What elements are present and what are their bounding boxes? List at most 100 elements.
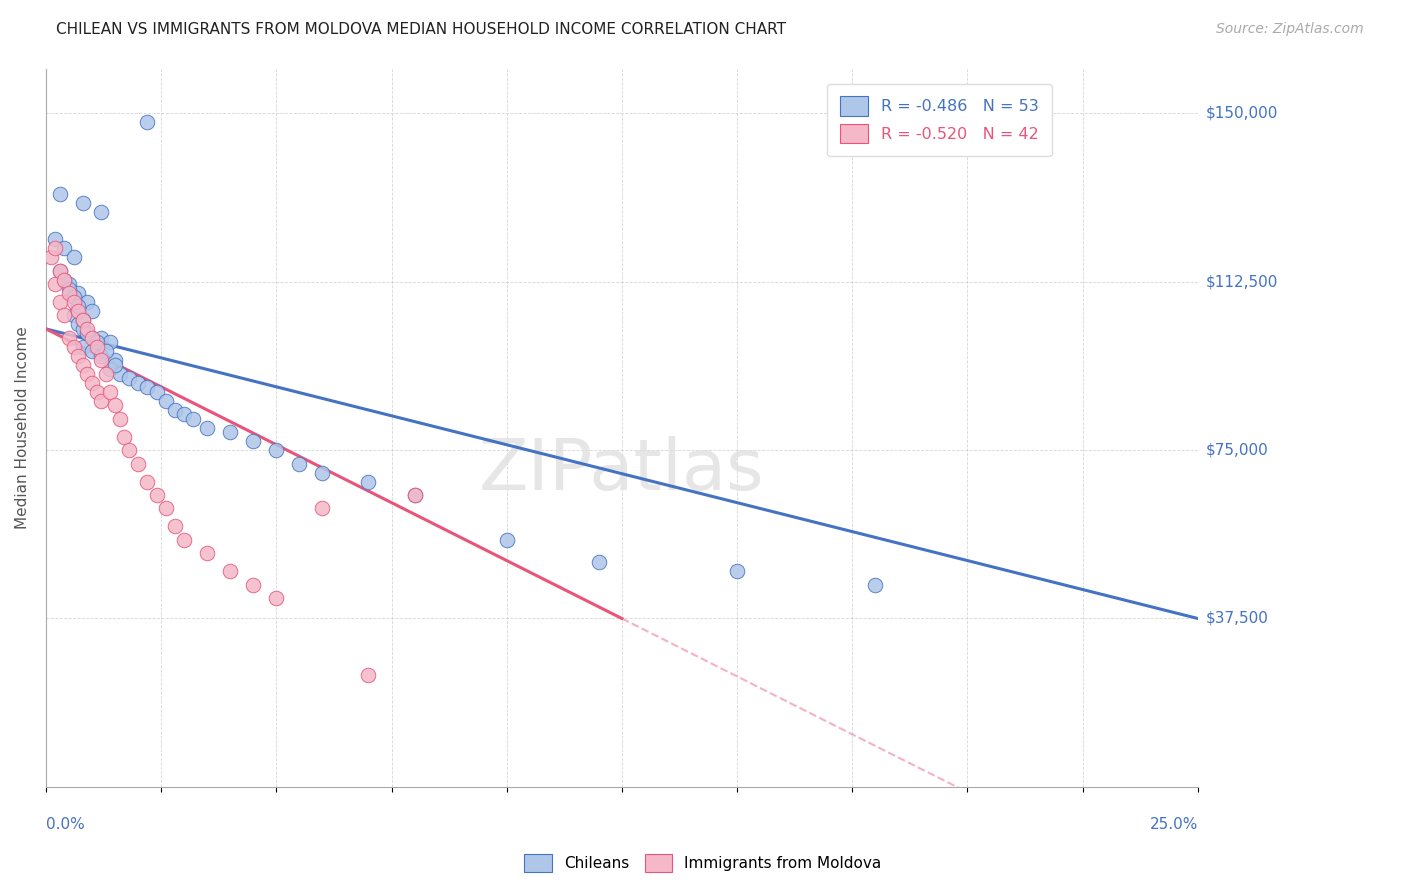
Point <box>127 457 149 471</box>
Point <box>173 533 195 547</box>
Point <box>357 667 380 681</box>
Point <box>100 384 122 399</box>
Point <box>72 196 94 211</box>
Point <box>86 335 108 350</box>
Text: $150,000: $150,000 <box>1206 106 1278 121</box>
Point <box>67 349 90 363</box>
Point <box>195 420 218 434</box>
Point <box>104 353 127 368</box>
Point <box>100 335 122 350</box>
Point <box>67 304 90 318</box>
Point <box>58 277 80 291</box>
Point <box>76 326 98 341</box>
Point <box>53 309 76 323</box>
Point <box>67 318 90 332</box>
Point <box>90 331 112 345</box>
Point <box>108 411 131 425</box>
Point <box>725 565 748 579</box>
Legend: Chileans, Immigrants from Moldova: Chileans, Immigrants from Moldova <box>517 846 889 880</box>
Text: 0.0%: 0.0% <box>46 817 84 832</box>
Point <box>136 475 159 489</box>
Point <box>90 393 112 408</box>
Text: CHILEAN VS IMMIGRANTS FROM MOLDOVA MEDIAN HOUSEHOLD INCOME CORRELATION CHART: CHILEAN VS IMMIGRANTS FROM MOLDOVA MEDIA… <box>56 22 786 37</box>
Point <box>118 371 141 385</box>
Point <box>39 250 62 264</box>
Point <box>311 466 333 480</box>
Point <box>195 546 218 560</box>
Point <box>80 344 103 359</box>
Text: $75,000: $75,000 <box>1206 442 1268 458</box>
Point <box>49 263 72 277</box>
Point <box>44 241 66 255</box>
Point <box>136 380 159 394</box>
Point <box>76 295 98 310</box>
Point <box>357 475 380 489</box>
Point <box>94 367 117 381</box>
Point <box>49 187 72 202</box>
Point <box>100 362 122 376</box>
Point <box>183 411 205 425</box>
Point <box>62 291 84 305</box>
Point <box>62 295 84 310</box>
Point <box>104 358 127 372</box>
Text: $37,500: $37,500 <box>1206 611 1270 626</box>
Point <box>62 309 84 323</box>
Point <box>108 367 131 381</box>
Point <box>155 393 177 408</box>
Point <box>53 272 76 286</box>
Legend: R = -0.486   N = 53, R = -0.520   N = 42: R = -0.486 N = 53, R = -0.520 N = 42 <box>827 84 1052 156</box>
Point <box>404 488 426 502</box>
Point <box>80 331 103 345</box>
Point <box>588 555 610 569</box>
Point <box>44 277 66 291</box>
Point <box>311 501 333 516</box>
Point <box>118 443 141 458</box>
Point <box>94 344 117 359</box>
Point <box>67 285 90 300</box>
Point <box>49 295 72 310</box>
Point <box>145 488 167 502</box>
Point <box>90 205 112 219</box>
Point <box>53 241 76 255</box>
Point <box>288 457 311 471</box>
Point <box>53 272 76 286</box>
Point <box>155 501 177 516</box>
Point <box>80 376 103 390</box>
Point <box>76 367 98 381</box>
Point <box>72 340 94 354</box>
Point <box>90 353 112 368</box>
Point <box>58 285 80 300</box>
Point <box>80 331 103 345</box>
Point <box>112 430 135 444</box>
Y-axis label: Median Household Income: Median Household Income <box>15 326 30 529</box>
Point <box>58 281 80 295</box>
Point <box>242 434 264 449</box>
Point <box>62 340 84 354</box>
Point <box>495 533 517 547</box>
Text: 25.0%: 25.0% <box>1150 817 1198 832</box>
Point <box>104 398 127 412</box>
Point <box>865 578 887 592</box>
Point <box>72 313 94 327</box>
Point <box>173 407 195 421</box>
Point <box>86 340 108 354</box>
Point <box>219 425 242 439</box>
Point <box>242 578 264 592</box>
Point <box>136 115 159 129</box>
Point <box>266 443 288 458</box>
Point <box>163 519 186 533</box>
Point <box>72 322 94 336</box>
Point <box>86 384 108 399</box>
Point <box>72 358 94 372</box>
Point <box>404 488 426 502</box>
Point <box>266 591 288 606</box>
Text: ZIPatlas: ZIPatlas <box>479 436 765 505</box>
Point <box>58 331 80 345</box>
Point <box>80 304 103 318</box>
Point <box>219 565 242 579</box>
Text: Source: ZipAtlas.com: Source: ZipAtlas.com <box>1216 22 1364 37</box>
Point <box>90 349 112 363</box>
Point <box>44 232 66 246</box>
Point <box>76 322 98 336</box>
Point <box>145 384 167 399</box>
